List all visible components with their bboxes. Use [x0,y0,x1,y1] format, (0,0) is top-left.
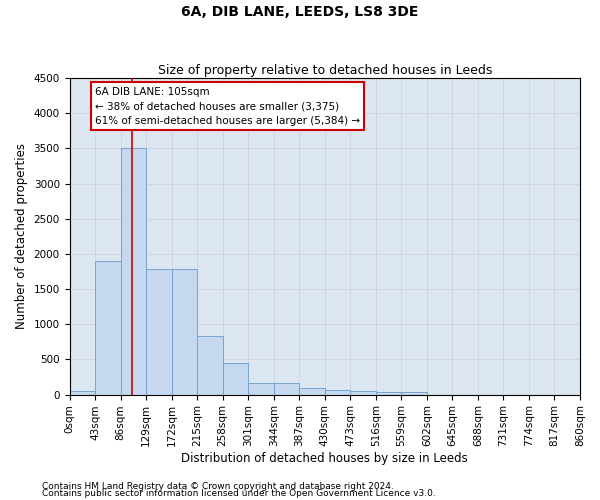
Bar [172,270,197,394]
Bar [350,390,376,394]
Bar [223,363,248,394]
Bar [401,392,427,394]
Bar [70,391,95,394]
Bar [95,261,121,394]
Text: 6A DIB LANE: 105sqm
← 38% of detached houses are smaller (3,375)
61% of semi-det: 6A DIB LANE: 105sqm ← 38% of detached ho… [95,86,360,126]
Bar [325,390,350,394]
Text: Contains HM Land Registry data © Crown copyright and database right 2024.: Contains HM Land Registry data © Crown c… [42,482,394,491]
Bar [248,384,274,394]
Bar [146,270,172,394]
X-axis label: Distribution of detached houses by size in Leeds: Distribution of detached houses by size … [181,452,468,465]
Bar [274,384,299,394]
Y-axis label: Number of detached properties: Number of detached properties [15,144,28,330]
Bar [197,336,223,394]
Text: Contains public sector information licensed under the Open Government Licence v3: Contains public sector information licen… [42,490,436,498]
Title: Size of property relative to detached houses in Leeds: Size of property relative to detached ho… [158,64,492,77]
Text: 6A, DIB LANE, LEEDS, LS8 3DE: 6A, DIB LANE, LEEDS, LS8 3DE [181,5,419,19]
Bar [121,148,146,394]
Bar [299,388,325,394]
Bar [376,392,401,394]
